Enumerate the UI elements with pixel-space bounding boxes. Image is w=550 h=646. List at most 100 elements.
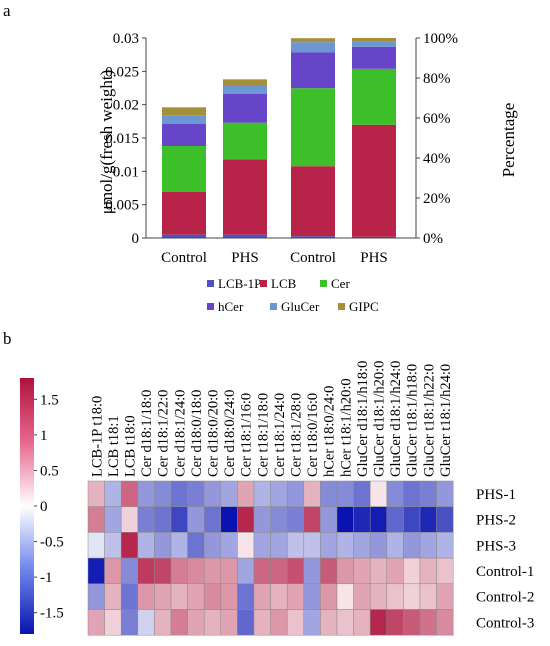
heatmap-row-labels: PHS-1 PHS-2 PHS-3 Control-1 Control-2 Control… [476,487,534,631]
heatmap-cell [220,609,238,636]
heatmap-cell [270,506,288,533]
heatmap-cell [137,609,155,636]
heatmap-cell [270,609,288,636]
bars [162,38,396,238]
heatmap-cell [436,609,454,636]
heatmap-cell [137,557,155,585]
y-tick-label-right: 40% [423,151,451,167]
heatmap-cell [320,532,338,559]
heatmap-cell [320,583,338,610]
heatmap-cell [253,557,271,585]
colorbar-tick-label: 0 [40,499,48,515]
colorbar-tick-label: 1.5 [40,392,59,408]
heatmap-column-label: Cer d18:1/24:0 [172,390,188,477]
heatmap-column-label: Cer d18:0/20:0 [206,390,222,477]
panel-label-b: b [3,329,12,348]
heatmap-cell [320,480,338,507]
heatmap-cell [137,532,155,559]
heatmap-cell [436,583,454,610]
legend: LCB-1P LCB Cer hCer GluCer GIPC [207,276,379,314]
heatmap-cell [87,532,105,559]
bar-segment-glucer-2 [223,86,267,94]
heatmap-cell [419,609,437,636]
heatmap-cell [436,532,454,559]
bar-segment-lcb-1p-1 [162,234,206,238]
heatmap-column-label: GluCer d18:1/h20:0 [372,361,388,477]
legend-label: Cer [331,276,350,291]
heatmap-cell [87,557,105,585]
heatmap-cell [386,583,404,610]
heatmap-cell [137,506,155,533]
y-tick-label-right: 0% [423,231,443,247]
heatmap-column-labels: LCB-1P t18:0 LCB t18:1 LCB t18:0 Cer d18:1/… [89,361,454,477]
y-tick-label-left: 0.02 [113,98,139,114]
heatmap-cell [104,583,122,610]
y-ticks-right: 0% 20% 40% 60% 80% 100% [416,31,458,247]
heatmap-cell [220,480,238,507]
heatmap-column-label: GluCer d18:1/h24:0 [388,361,404,477]
heatmap-cell [120,609,139,636]
x-tick-label: Control [290,250,336,266]
heatmap-cell [303,557,321,585]
bar-segment-lcb-1p-2 [223,234,267,238]
heatmap-row-label: PHS-2 [476,513,516,529]
colorbar-tick-label: -1.5 [40,606,64,622]
heatmap-cells [87,480,454,636]
colorbar-tick-label: -1 [40,570,53,586]
heatmap-cell [203,506,222,533]
heatmap-cell [369,480,388,507]
bar-segment-gipc-3 [291,38,335,43]
heatmap-cell [270,532,288,559]
x-tick-label: Control [161,250,207,266]
heatmap-cell [286,480,305,507]
y-tick-label-left: 0.01 [113,164,139,180]
y-tick-label-right: 80% [423,71,451,87]
heatmap-cell [120,532,139,559]
bar-segment-lcb-1p-4 [352,236,396,238]
heatmap-cell [353,609,371,636]
heatmap-cell [170,583,188,610]
heatmap-column-label: Cer t18:1/16:0 [239,393,255,477]
heatmap-cell [253,506,271,533]
legend-swatch [207,280,214,287]
heatmap-cell [237,532,255,559]
heatmap-cell [336,480,354,507]
heatmap-cell [419,532,437,559]
heatmap-cell [154,557,172,585]
heatmap-cell [170,480,188,507]
heatmap-cell [270,557,288,585]
heatmap-cell [353,583,371,610]
y-tick-label-right: 20% [423,191,451,207]
heatmap-cell [369,532,388,559]
heatmap-cell [203,532,222,559]
stacked-bar-chart: μmol/g(fresh weight) Percentage 0 0.005 0.… [97,31,518,314]
heatmap-cell [303,506,321,533]
legend-swatch [207,303,214,310]
heatmap-row-label: Control-1 [476,564,534,580]
heatmap-cell [87,480,105,507]
heatmap-cell [403,583,421,610]
y-tick-label-left: 0.005 [105,198,139,214]
heatmap-cell [120,506,139,533]
heatmap-column-label: hCer t18:0/24:0 [322,386,338,477]
heatmap-cell [386,506,404,533]
heatmap-cell [336,583,354,610]
legend-label: hCer [218,299,244,314]
heatmap-cell [286,532,305,559]
heatmap-column-label: Cer t18:1/28:0 [289,393,305,477]
heatmap-cell [187,532,205,559]
heatmap-cell [120,557,139,585]
colorbar-ticks: 1.5 1 0.5 0 -0.5 -1 -1.5 [34,392,64,622]
heatmap: 1.5 1 0.5 0 -0.5 -1 -1.5 LCB-1P t18:0 LCB t18:1… [20,361,534,636]
heatmap-cell [320,609,338,636]
bar-segment-glucer-1 [162,115,206,124]
y-tick-label-left: 0.025 [105,64,139,80]
heatmap-cell [419,557,437,585]
heatmap-cell [237,557,255,585]
heatmap-cell [419,583,437,610]
heatmap-cell [369,583,388,610]
heatmap-cell [286,506,305,533]
heatmap-cell [87,506,105,533]
heatmap-column-label: GluCer d18:1/h18:0 [355,361,371,477]
